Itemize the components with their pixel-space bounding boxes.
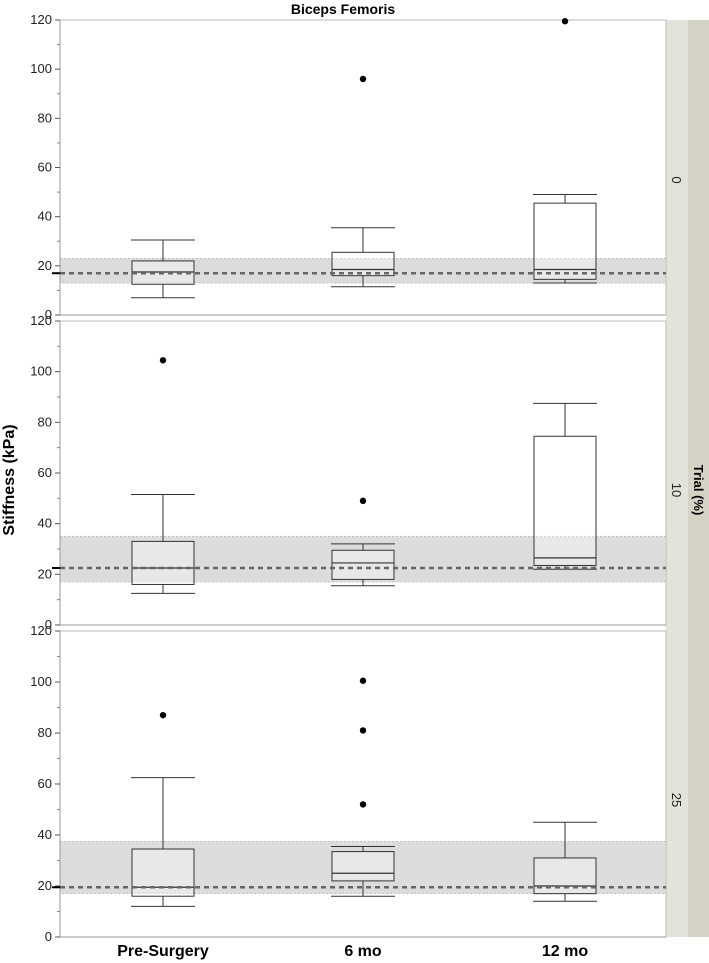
facet-value-label: 10	[669, 483, 684, 497]
box-iqr	[331, 851, 395, 882]
y-tick-label: 0	[45, 307, 52, 322]
outlier-point	[159, 711, 167, 719]
y-tick-label: 100	[30, 674, 52, 689]
box-6 mo	[331, 677, 395, 897]
box-iqr	[331, 549, 395, 580]
box-iqr	[131, 540, 195, 585]
outlier-point	[359, 677, 367, 684]
category-labels: Pre-Surgery 6 mo 12 mo	[117, 943, 588, 960]
x-category-label: 12 mo	[542, 943, 588, 960]
y-tick-label: 80	[38, 414, 52, 429]
y-tick-label: 100	[30, 61, 52, 76]
y-tick-label: 100	[30, 364, 52, 379]
facet-title: Trial (%)	[691, 465, 706, 516]
y-tick-label: 120	[30, 623, 52, 638]
box-iqr	[131, 848, 195, 897]
box-iqr	[533, 202, 597, 280]
outlier-point	[159, 357, 167, 364]
y-tick-label: 40	[38, 516, 52, 531]
facet-value-label: 0	[669, 176, 684, 183]
y-tick-label: 0	[45, 929, 52, 944]
y-tick-label: 120	[30, 313, 52, 328]
box-12 mo	[533, 402, 597, 570]
panel-25: 0 20 40 60 80 100 120	[30, 623, 667, 944]
y-tick-label: 80	[38, 725, 52, 740]
y-tick-label: 40	[38, 827, 52, 842]
facet-strip-outer	[688, 20, 709, 937]
y-tick-label: 60	[38, 160, 52, 175]
panels-group: 0204060801001200204060801001200204060801…	[30, 12, 667, 944]
outlier-point	[561, 18, 569, 25]
y-tick-label: 40	[38, 209, 52, 224]
y-tick-label: 60	[38, 465, 52, 480]
y-tick-label: 120	[30, 12, 52, 27]
outlier-point	[359, 801, 367, 808]
outlier-point	[359, 727, 367, 734]
y-tick-label: 20	[38, 878, 52, 893]
y-tick-label: 20	[38, 566, 52, 581]
box-Pre-Surgery	[131, 357, 195, 594]
box-iqr	[533, 435, 597, 566]
chart-title: Biceps Femoris	[291, 1, 395, 17]
panel-0: 0 20 40 60 80 100 120	[30, 12, 667, 322]
outlier-point	[359, 75, 367, 83]
box-12 mo	[533, 18, 597, 284]
x-category-label: Pre-Surgery	[117, 943, 209, 960]
y-tick-label: 20	[38, 258, 52, 273]
facet-strip-inner	[666, 20, 688, 937]
box-6 mo	[331, 497, 395, 587]
facet-value-label: 25	[669, 793, 684, 807]
x-category-label: 6 mo	[344, 943, 382, 960]
box-6 mo	[331, 75, 395, 288]
y-axis-label: Stiffness (kPa)	[1, 424, 18, 535]
outlier-point	[359, 497, 367, 505]
y-tick-label: 0	[45, 617, 52, 632]
y-tick-label: 80	[38, 110, 52, 125]
panel-10: 0 20 40 60 80 100 120	[30, 313, 667, 632]
y-tick-label: 60	[38, 776, 52, 791]
